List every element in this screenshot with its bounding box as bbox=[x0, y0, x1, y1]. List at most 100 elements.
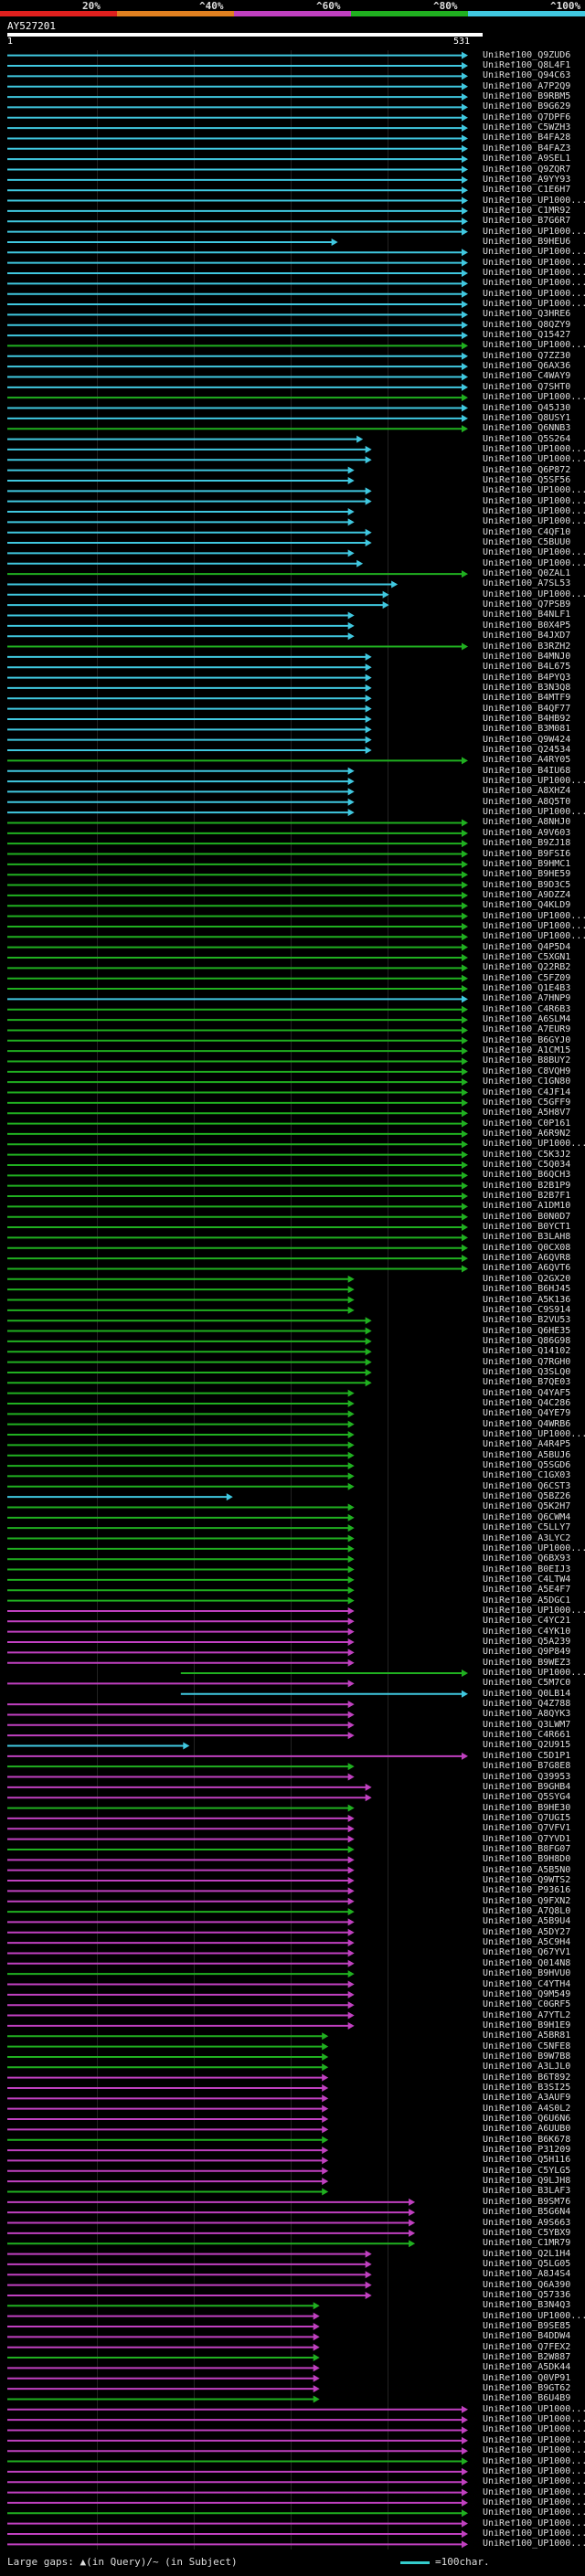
hit-label[interactable]: UniRef100_UP1000... bbox=[483, 279, 585, 289]
hit-label[interactable]: UniRef100_UP1000... bbox=[483, 2518, 585, 2528]
hit-label[interactable]: UniRef100_C8VQH9 bbox=[483, 1066, 571, 1076]
hit-label[interactable]: UniRef100_A3LJL0 bbox=[483, 2062, 571, 2072]
hit-label[interactable]: UniRef100_B6QCH3 bbox=[483, 1171, 571, 1181]
hit-label[interactable]: UniRef100_B9SE85 bbox=[483, 2322, 571, 2331]
hit-label[interactable]: UniRef100_Q6NNB3 bbox=[483, 424, 571, 434]
hit-label[interactable]: UniRef100_A8NHJ0 bbox=[483, 818, 571, 828]
hit-label[interactable]: UniRef100_UP1000... bbox=[483, 486, 585, 496]
hit-label[interactable]: UniRef100_Q5A239 bbox=[483, 1638, 571, 1647]
hit-label[interactable]: UniRef100_Q4KLD9 bbox=[483, 901, 571, 911]
hit-label[interactable]: UniRef100_B7QE03 bbox=[483, 1378, 571, 1388]
hit-label[interactable]: UniRef100_Q6BX93 bbox=[483, 1554, 571, 1564]
hit-label[interactable]: UniRef100_A6QVR8 bbox=[483, 1254, 571, 1264]
hit-label[interactable]: UniRef100_A4RY05 bbox=[483, 756, 571, 766]
hit-label[interactable]: UniRef100_B3N3Q8 bbox=[483, 683, 571, 693]
hit-label[interactable]: UniRef100_A7SL53 bbox=[483, 579, 571, 589]
hit-label[interactable]: UniRef100_A7Q8L0 bbox=[483, 1907, 571, 1917]
hit-label[interactable]: UniRef100_Q0ZAL1 bbox=[483, 569, 571, 579]
hit-label[interactable]: UniRef100_B9HVU0 bbox=[483, 1969, 571, 1979]
hit-label[interactable]: UniRef100_A5B9U4 bbox=[483, 1917, 571, 1927]
hit-label[interactable]: UniRef100_A5DGC1 bbox=[483, 1595, 571, 1606]
hit-label[interactable]: UniRef100_B3RZH2 bbox=[483, 641, 571, 652]
hit-label[interactable]: UniRef100_B3N4Q3 bbox=[483, 2301, 571, 2311]
hit-label[interactable]: UniRef100_C5Q034 bbox=[483, 1160, 571, 1170]
hit-label[interactable]: UniRef100_C1GX03 bbox=[483, 1471, 571, 1481]
hit-label[interactable]: UniRef100_Q4Z788 bbox=[483, 1700, 571, 1710]
hit-label[interactable]: UniRef100_UP1000... bbox=[483, 2311, 585, 2321]
hit-label[interactable]: UniRef100_C5YLG5 bbox=[483, 2166, 571, 2176]
hit-label[interactable]: UniRef100_A5DK44 bbox=[483, 2363, 571, 2373]
hit-label[interactable]: UniRef100_Q7FEX2 bbox=[483, 2342, 571, 2352]
hit-label[interactable]: UniRef100_Q3LWM7 bbox=[483, 1720, 571, 1730]
hit-label[interactable]: UniRef100_Q14102 bbox=[483, 1347, 571, 1357]
hit-label[interactable]: UniRef100_C5D1P1 bbox=[483, 1751, 571, 1761]
hit-label[interactable]: UniRef100_Q014N8 bbox=[483, 1958, 571, 1968]
hit-label[interactable]: UniRef100_C5LLY7 bbox=[483, 1523, 571, 1533]
hit-label[interactable]: UniRef100_C0GRF5 bbox=[483, 2000, 571, 2010]
hit-label[interactable]: UniRef100_UP1000... bbox=[483, 589, 585, 599]
hit-label[interactable]: UniRef100_C4LTW4 bbox=[483, 1574, 571, 1585]
hit-label[interactable]: UniRef100_Q3SLQ0 bbox=[483, 1367, 571, 1377]
hit-label[interactable]: UniRef100_Q4WRB6 bbox=[483, 1419, 571, 1429]
hit-label[interactable]: UniRef100_B0EIJ3 bbox=[483, 1564, 571, 1574]
hit-label[interactable]: UniRef100_Q0VP91 bbox=[483, 2373, 571, 2383]
hit-label[interactable]: UniRef100_B2W887 bbox=[483, 2353, 571, 2363]
hit-label[interactable]: UniRef100_B3SI25 bbox=[483, 2083, 571, 2093]
hit-label[interactable]: UniRef100_C5FZ09 bbox=[483, 973, 571, 983]
hit-label[interactable]: UniRef100_A8Q5T0 bbox=[483, 797, 571, 807]
hit-label[interactable]: UniRef100_Q2U915 bbox=[483, 1741, 571, 1751]
hit-label[interactable]: UniRef100_B4QF77 bbox=[483, 704, 571, 714]
hit-label[interactable]: UniRef100_B9W7B8 bbox=[483, 2051, 571, 2062]
hit-label[interactable]: UniRef100_B9D3C5 bbox=[483, 880, 571, 890]
hit-label[interactable]: UniRef100_Q6AX36 bbox=[483, 362, 571, 372]
hit-label[interactable]: UniRef100_UP1000... bbox=[483, 517, 585, 527]
hit-label[interactable]: UniRef100_Q5BZ26 bbox=[483, 1492, 571, 1502]
hit-label[interactable]: UniRef100_Q2GX20 bbox=[483, 1274, 571, 1284]
hit-label[interactable]: UniRef100_Q5SGD6 bbox=[483, 1461, 571, 1471]
hit-label[interactable]: UniRef100_B2VU53 bbox=[483, 1316, 571, 1326]
hit-label[interactable]: UniRef100_Q7UGI5 bbox=[483, 1813, 571, 1823]
hit-label[interactable]: UniRef100_B9WEZ3 bbox=[483, 1658, 571, 1668]
hit-label[interactable]: UniRef100_A5BR81 bbox=[483, 2031, 571, 2041]
hit-label[interactable]: UniRef100_UP1000... bbox=[483, 808, 585, 818]
hit-label[interactable]: UniRef100_UP1000... bbox=[483, 2497, 585, 2507]
hit-label[interactable]: UniRef100_B6HJ45 bbox=[483, 1285, 571, 1295]
hit-label[interactable]: UniRef100_UP1000... bbox=[483, 196, 585, 206]
hit-label[interactable]: UniRef100_C4YC21 bbox=[483, 1617, 571, 1627]
hit-label[interactable]: UniRef100_Q5SF56 bbox=[483, 475, 571, 485]
hit-label[interactable]: UniRef100_B9FSI6 bbox=[483, 849, 571, 859]
hit-label[interactable]: UniRef100_Q5S264 bbox=[483, 434, 571, 444]
hit-label[interactable]: UniRef100_Q7DPF6 bbox=[483, 112, 571, 122]
hit-label[interactable]: UniRef100_C4YK10 bbox=[483, 1627, 571, 1637]
hit-label[interactable]: UniRef100_B9H1E9 bbox=[483, 2020, 571, 2030]
hit-label[interactable]: UniRef100_Q7ZZ30 bbox=[483, 351, 571, 361]
hit-label[interactable]: UniRef100_Q15427 bbox=[483, 331, 571, 341]
hit-label[interactable]: UniRef100_A5K136 bbox=[483, 1295, 571, 1305]
hit-label[interactable]: UniRef100_A3AUF9 bbox=[483, 2094, 571, 2104]
hit-label[interactable]: UniRef100_UP1000... bbox=[483, 289, 585, 299]
hit-label[interactable]: UniRef100_UP1000... bbox=[483, 2466, 585, 2476]
hit-label[interactable]: UniRef100_A8QYK3 bbox=[483, 1710, 571, 1720]
hit-label[interactable]: UniRef100_B4L675 bbox=[483, 663, 571, 673]
hit-label[interactable]: UniRef100_A9SEL1 bbox=[483, 154, 571, 164]
hit-label[interactable]: UniRef100_UP1000... bbox=[483, 393, 585, 403]
hit-label[interactable]: UniRef100_A3LYC2 bbox=[483, 1533, 571, 1543]
hit-label[interactable]: UniRef100_A7YTL2 bbox=[483, 2010, 571, 2020]
hit-label[interactable]: UniRef100_Q5H116 bbox=[483, 2156, 571, 2166]
hit-label[interactable]: UniRef100_Q24534 bbox=[483, 746, 571, 756]
hit-label[interactable]: UniRef100_A7P2Q9 bbox=[483, 81, 571, 91]
hit-label[interactable]: UniRef100_Q6CWM4 bbox=[483, 1512, 571, 1522]
hit-label[interactable]: UniRef100_UP1000... bbox=[483, 2456, 585, 2466]
hit-label[interactable]: UniRef100_Q5LG05 bbox=[483, 2259, 571, 2269]
hit-label[interactable]: UniRef100_Q9W424 bbox=[483, 735, 571, 745]
hit-label[interactable]: UniRef100_Q94C63 bbox=[483, 71, 571, 81]
hit-label[interactable]: UniRef100_UP1000... bbox=[483, 1430, 585, 1440]
hit-label[interactable]: UniRef100_C4R661 bbox=[483, 1731, 571, 1741]
hit-label[interactable]: UniRef100_A6QVT6 bbox=[483, 1264, 571, 1274]
hit-label[interactable]: UniRef100_C5WZH3 bbox=[483, 123, 571, 133]
hit-label[interactable]: UniRef100_UP1000... bbox=[483, 2508, 585, 2518]
hit-label[interactable]: UniRef100_Q7YVD1 bbox=[483, 1834, 571, 1844]
hit-label[interactable]: UniRef100_A9YY93 bbox=[483, 175, 571, 185]
hit-label[interactable]: UniRef100_UP1000... bbox=[483, 2528, 585, 2539]
hit-label[interactable]: UniRef100_B9ZJ18 bbox=[483, 839, 571, 849]
